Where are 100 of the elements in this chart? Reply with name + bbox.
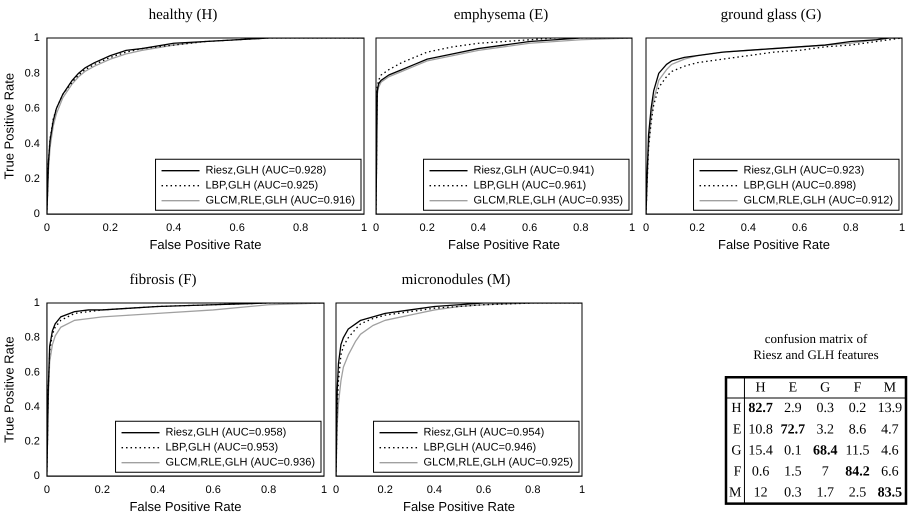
y-tick-label: E xyxy=(732,422,742,438)
chart-title: ground glass (G) xyxy=(720,6,822,23)
x-tick-label: H xyxy=(756,380,766,396)
x-tick-label: 0.2 xyxy=(378,484,393,496)
x-tick-label: 0.2 xyxy=(420,222,435,234)
x-tick-label: E xyxy=(788,380,798,396)
x-tick-label: 1 xyxy=(320,484,328,496)
x-tick-label: 0 xyxy=(332,484,340,496)
data-label: 4.6 xyxy=(881,443,899,458)
x-axis-title: False Positive Rate xyxy=(149,236,262,252)
x-tick-label: 0.6 xyxy=(206,484,221,496)
y-tick-label: 0.8 xyxy=(24,67,40,80)
x-axis-title: False Positive Rate xyxy=(129,498,242,514)
y-tick-label: 1 xyxy=(34,32,40,44)
data-label: 0.3 xyxy=(816,401,834,416)
x-tick-label: 0.2 xyxy=(94,484,110,496)
y-tick-label: 0.4 xyxy=(24,138,40,150)
data-label: 8.6 xyxy=(848,422,866,438)
y-tick-label: 0.4 xyxy=(24,400,40,413)
y-tick-label: F xyxy=(734,464,742,480)
legend-label: Riesz,GLH (AUC=0.954) xyxy=(424,426,544,439)
x-tick-label: 1 xyxy=(360,222,368,234)
x-tick-label: 0.8 xyxy=(260,484,276,496)
x-tick-label: 0.4 xyxy=(166,222,182,234)
x-tick-label: 0 xyxy=(642,222,650,234)
x-tick-label: 1 xyxy=(898,222,906,234)
legend-label: Riesz,GLH (AUC=0.923) xyxy=(744,164,864,177)
data-label: 11.5 xyxy=(846,443,870,458)
y-axis-title: True Positive Rate xyxy=(1,336,16,443)
y-tick-label: G xyxy=(731,443,742,458)
legend-label: LBP,GLH (AUC=0.925) xyxy=(206,180,318,192)
data-label: 82.7 xyxy=(748,401,773,416)
x-tick-label: 0.6 xyxy=(522,222,538,234)
y-axis-title: True Positive Rate xyxy=(1,72,16,180)
legend-label: GLCM,RLE,GLH (AUC=0.916) xyxy=(206,194,355,207)
chart-title: confusion matrix of Riesz and GLH features xyxy=(753,331,879,362)
y-tick-label: 0.8 xyxy=(24,332,40,344)
legend-label: LBP,GLH (AUC=0.961) xyxy=(474,180,586,192)
x-tick-label: 0.4 xyxy=(470,222,486,234)
x-tick-label: 0 xyxy=(44,484,50,496)
x-tick-label: 0.8 xyxy=(843,222,858,234)
legend-label: GLCM,RLE,GLH (AUC=0.912) xyxy=(744,194,893,207)
data-label: 13.9 xyxy=(878,401,902,416)
data-label: 3.2 xyxy=(816,422,834,438)
data-label: 68.4 xyxy=(812,443,838,458)
data-label: 83.5 xyxy=(878,486,902,501)
legend-label: LBP,GLH (AUC=0.946) xyxy=(424,442,536,454)
data-label: 1.5 xyxy=(784,464,802,480)
x-tick-label: 0.6 xyxy=(230,222,245,234)
data-label: 2.9 xyxy=(784,401,802,416)
x-tick-label: M xyxy=(884,380,897,396)
x-tick-label: 0 xyxy=(44,222,50,234)
x-tick-label: 0.8 xyxy=(573,222,588,234)
legend-label: GLCM,RLE,GLH (AUC=0.925) xyxy=(424,456,573,469)
x-tick-label: 0 xyxy=(372,222,380,234)
chart-title: emphysema (E) xyxy=(454,6,548,23)
y-tick-label: 0.6 xyxy=(24,366,40,378)
y-tick-label: 0.2 xyxy=(24,436,40,448)
x-tick-label: F xyxy=(854,380,862,396)
data-label: 4.7 xyxy=(881,422,899,438)
data-label: 84.2 xyxy=(845,464,870,480)
y-tick-label: 1 xyxy=(34,297,40,310)
legend-label: LBP,GLH (AUC=0.953) xyxy=(166,442,278,454)
data-label: 0.1 xyxy=(784,443,802,458)
x-tick-label: 1 xyxy=(578,484,586,496)
data-label: 12 xyxy=(754,486,768,501)
x-tick-label: 0.8 xyxy=(292,222,308,234)
chart-title: healthy (H) xyxy=(148,6,218,23)
data-label: 7 xyxy=(822,464,829,480)
x-tick-label: 0.6 xyxy=(476,484,492,496)
x-tick-label: 0.8 xyxy=(525,484,540,496)
x-axis-title: False Positive Rate xyxy=(718,236,830,252)
data-label: 2.5 xyxy=(848,486,866,501)
x-tick-label: 0.4 xyxy=(740,222,756,234)
chart-title: fibrosis (F) xyxy=(129,272,197,288)
y-tick-label: 0.6 xyxy=(24,102,40,115)
legend-label: LBP,GLH (AUC=0.898) xyxy=(744,180,856,192)
x-tick-label: 1 xyxy=(628,222,636,234)
y-tick-label: H xyxy=(731,401,742,416)
y-tick-label: 0 xyxy=(34,208,40,220)
data-label: 10.8 xyxy=(748,422,773,438)
data-label: 0.6 xyxy=(752,464,770,480)
x-tick-label: 0.4 xyxy=(150,484,166,496)
data-label: 1.7 xyxy=(816,486,834,501)
data-label: 0.2 xyxy=(848,401,866,416)
x-tick-label: 0.4 xyxy=(426,484,442,496)
chart-title: micronodules (M) xyxy=(402,272,510,288)
y-tick-label: 0.2 xyxy=(24,172,40,185)
x-tick-label: 0.2 xyxy=(690,222,705,234)
data-label: 0.3 xyxy=(784,486,802,501)
legend-label: Riesz,GLH (AUC=0.941) xyxy=(474,164,594,177)
legend-label: Riesz,GLH (AUC=0.928) xyxy=(206,164,326,177)
data-label: 72.7 xyxy=(780,422,806,438)
x-tick-label: 0.2 xyxy=(102,222,118,234)
y-tick-label: 0 xyxy=(34,470,40,482)
legend-label: Riesz,GLH (AUC=0.958) xyxy=(166,426,286,439)
x-tick-label: G xyxy=(820,380,830,396)
data-label: 15.4 xyxy=(748,443,773,458)
legend-label: GLCM,RLE,GLH (AUC=0.935) xyxy=(474,194,623,207)
data-label: 6.6 xyxy=(881,464,899,480)
